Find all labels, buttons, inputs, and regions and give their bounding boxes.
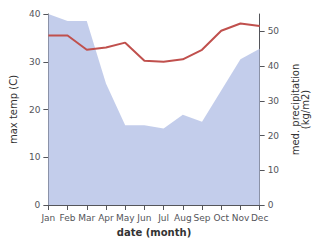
svg-text:Jan: Jan [40,213,55,223]
svg-text:Jun: Jun [136,213,151,223]
svg-text:May: May [116,213,135,223]
svg-text:med. precipitation: med. precipitation [289,63,301,156]
svg-text:date (month): date (month) [117,227,191,238]
svg-text:50: 50 [268,26,280,36]
svg-text:Mar: Mar [78,213,95,223]
svg-text:0: 0 [35,200,41,210]
svg-text:30: 30 [29,57,41,67]
svg-text:(kg/m2): (kg/m2) [300,90,311,130]
svg-text:Sep: Sep [194,213,211,223]
svg-text:40: 40 [268,61,280,71]
svg-text:20: 20 [268,131,280,141]
svg-text:20: 20 [29,105,41,115]
svg-text:Apr: Apr [98,213,114,223]
svg-text:Nov: Nov [232,213,250,223]
svg-text:0: 0 [268,200,274,210]
svg-text:30: 30 [268,96,280,106]
svg-text:40: 40 [29,9,41,19]
svg-text:Oct: Oct [213,213,229,223]
svg-text:Dec: Dec [251,213,268,223]
svg-text:10: 10 [29,152,41,162]
svg-text:10: 10 [268,165,280,175]
svg-text:Jul: Jul [157,213,169,223]
svg-text:Feb: Feb [60,213,76,223]
svg-text:max temp (C): max temp (C) [8,75,19,144]
svg-text:Aug: Aug [174,213,192,223]
